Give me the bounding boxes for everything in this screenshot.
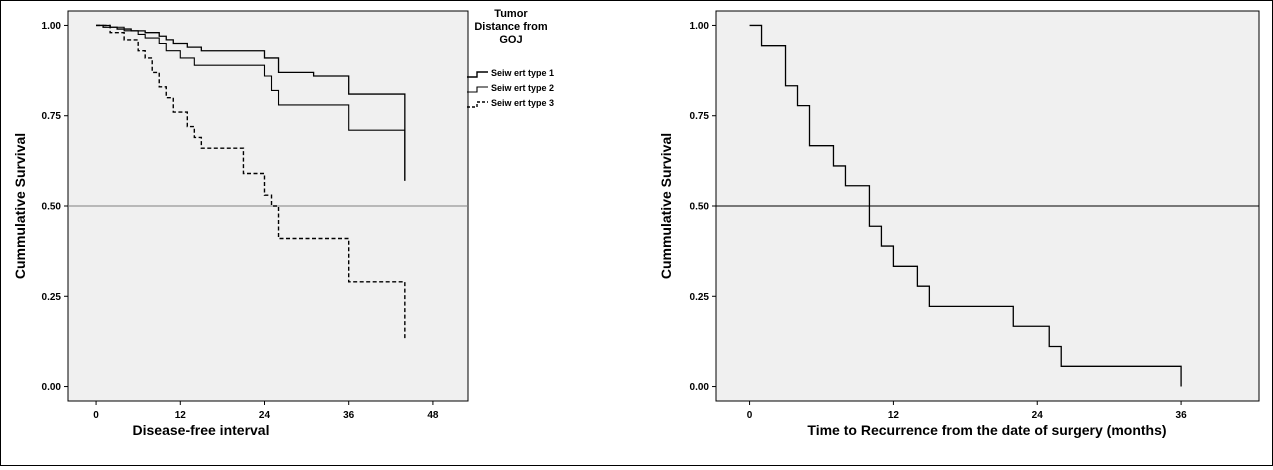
x-tick-label: 0 <box>747 410 753 421</box>
legend-title-line-1: Tumor <box>494 8 528 20</box>
legend: Tumor Distance from GOJ Seiw ert type 1 … <box>467 8 554 108</box>
y-axis-ticks: 0.00 0.25 0.50 0.75 1.00 <box>42 21 68 393</box>
y-tick-label: 0.00 <box>42 382 62 393</box>
series-group <box>96 24 406 340</box>
x-axis-label: Disease-free interval <box>133 422 270 438</box>
km-series-line-3 <box>96 24 406 340</box>
x-tick-label: 12 <box>888 410 900 421</box>
chart-time-to-recurrence: 0.00 0.25 0.50 0.75 1.00 0 12 24 36 Time to Rec… <box>658 10 1260 438</box>
km-series-line-1 <box>749 24 1182 387</box>
y-axis-ticks: 0.00 0.25 0.50 0.75 1.00 <box>690 21 716 393</box>
legend-label-type-1: Seiw ert type 1 <box>491 68 554 78</box>
y-axis-label: Cummulative Survival <box>658 133 674 279</box>
legend-label-type-3: Seiw ert type 3 <box>491 98 554 108</box>
y-tick-label: 0.50 <box>690 202 710 213</box>
legend-swatch-type-1 <box>467 71 488 78</box>
legend-title-line-3: GOJ <box>499 34 522 46</box>
x-tick-label: 48 <box>427 410 439 421</box>
legend-title-line-2: Distance from <box>474 21 548 33</box>
x-tick-label: 0 <box>93 410 99 421</box>
y-tick-label: 0.50 <box>42 202 62 213</box>
y-axis-label: Cummulative Survival <box>12 133 28 279</box>
chart-disease-free: 0.00 0.25 0.50 0.75 1.00 0 12 24 36 48 Disease-f… <box>12 8 554 438</box>
y-tick-label: 0.75 <box>42 111 62 122</box>
y-tick-label: 0.25 <box>42 292 62 303</box>
km-series-line-1 <box>96 24 406 181</box>
legend-label-type-2: Seiw ert type 2 <box>491 83 554 93</box>
series-group <box>749 24 1182 387</box>
x-tick-label: 36 <box>1176 410 1188 421</box>
y-tick-label: 1.00 <box>42 21 62 32</box>
km-series-line-2 <box>96 24 406 181</box>
legend-swatch-type-2 <box>467 86 488 93</box>
legend-swatch-type-3 <box>467 101 488 108</box>
x-axis-label: Time to Recurrence from the date of surg… <box>807 422 1166 438</box>
x-tick-label: 24 <box>1032 410 1044 421</box>
x-axis-ticks: 0 12 24 36 <box>747 401 1187 421</box>
y-tick-label: 0.00 <box>690 382 710 393</box>
y-tick-label: 0.75 <box>690 111 710 122</box>
x-axis-ticks: 0 12 24 36 48 <box>93 401 439 421</box>
x-tick-label: 24 <box>259 410 271 421</box>
y-tick-label: 0.25 <box>690 292 710 303</box>
y-tick-label: 1.00 <box>690 21 710 32</box>
x-tick-label: 36 <box>343 410 355 421</box>
x-tick-label: 12 <box>175 410 187 421</box>
